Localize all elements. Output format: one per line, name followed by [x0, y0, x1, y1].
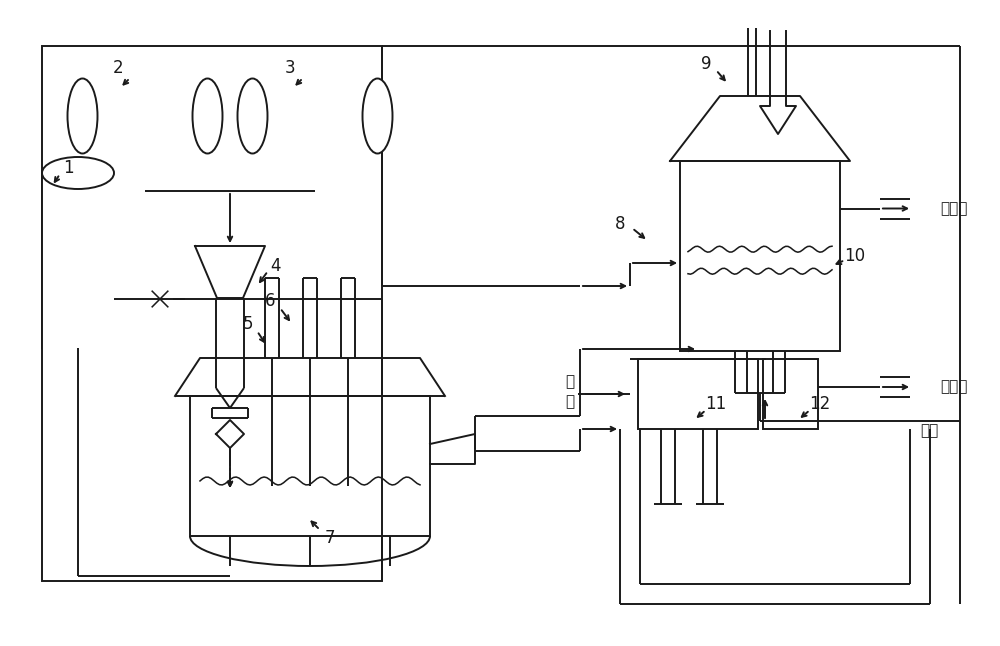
Text: 6: 6 — [265, 292, 275, 310]
Text: 10: 10 — [844, 247, 866, 265]
Bar — [190, 396, 430, 536]
Bar — [763, 359, 818, 429]
Text: 1: 1 — [63, 159, 73, 177]
Bar — [293, 154, 337, 191]
Text: 5: 5 — [243, 315, 253, 333]
Bar — [83, 79, 208, 154]
Bar — [133, 68, 157, 79]
Bar — [303, 68, 327, 79]
Text: 12: 12 — [809, 395, 831, 413]
Text: 8: 8 — [615, 215, 625, 233]
Bar — [123, 154, 167, 191]
Text: 9: 9 — [701, 55, 711, 73]
Text: 2: 2 — [113, 59, 123, 77]
Ellipse shape — [363, 79, 393, 154]
Ellipse shape — [193, 79, 223, 154]
Text: 11: 11 — [705, 395, 727, 413]
Text: 3: 3 — [285, 59, 295, 77]
Bar — [253, 79, 378, 154]
Text: 抽真空: 抽真空 — [940, 379, 967, 395]
Text: 4: 4 — [270, 257, 280, 275]
Ellipse shape — [68, 79, 98, 154]
Text: 抽真空: 抽真空 — [940, 201, 967, 216]
Text: 气: 气 — [565, 395, 575, 410]
Bar — [638, 359, 758, 429]
Bar — [42, 173, 114, 348]
Circle shape — [147, 286, 173, 312]
Text: 氩气: 氩气 — [920, 424, 938, 439]
Bar — [42, 46, 382, 581]
Bar — [680, 161, 840, 351]
Ellipse shape — [42, 157, 114, 189]
Text: 7: 7 — [325, 529, 335, 547]
Text: 氩: 氩 — [565, 375, 575, 390]
Ellipse shape — [238, 79, 268, 154]
